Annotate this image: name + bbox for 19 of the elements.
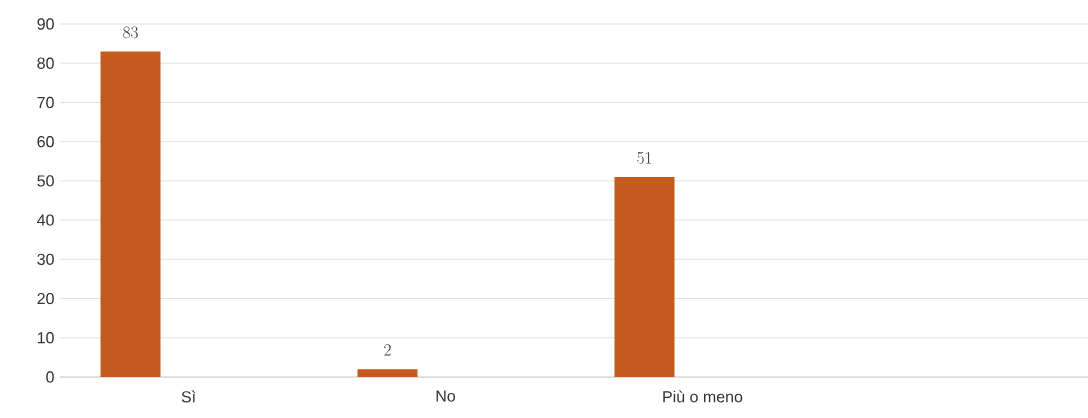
x-tick-label: Più o meno (663, 390, 743, 403)
bar (614, 176, 675, 377)
bar (357, 369, 418, 377)
y-tick-label: 40 (37, 214, 54, 226)
data-label: 2 (384, 344, 391, 356)
y-tick-label: 0 (46, 371, 54, 383)
bar (100, 51, 161, 377)
y-tick-label: 90 (37, 18, 54, 30)
y-tick-label: 10 (37, 332, 54, 344)
x-tick-label: No (436, 390, 456, 402)
data-label: 83 (123, 26, 138, 39)
y-tick-label: 60 (37, 136, 54, 148)
y-tick-label: 70 (37, 96, 54, 109)
y-tick-label: 80 (37, 57, 54, 69)
y-tick-label: 20 (37, 292, 54, 305)
y-tick-label: 30 (37, 253, 54, 265)
data-label: 51 (637, 152, 652, 164)
y-tick-label: 50 (37, 175, 54, 187)
x-tick-label: Sì (181, 390, 196, 403)
